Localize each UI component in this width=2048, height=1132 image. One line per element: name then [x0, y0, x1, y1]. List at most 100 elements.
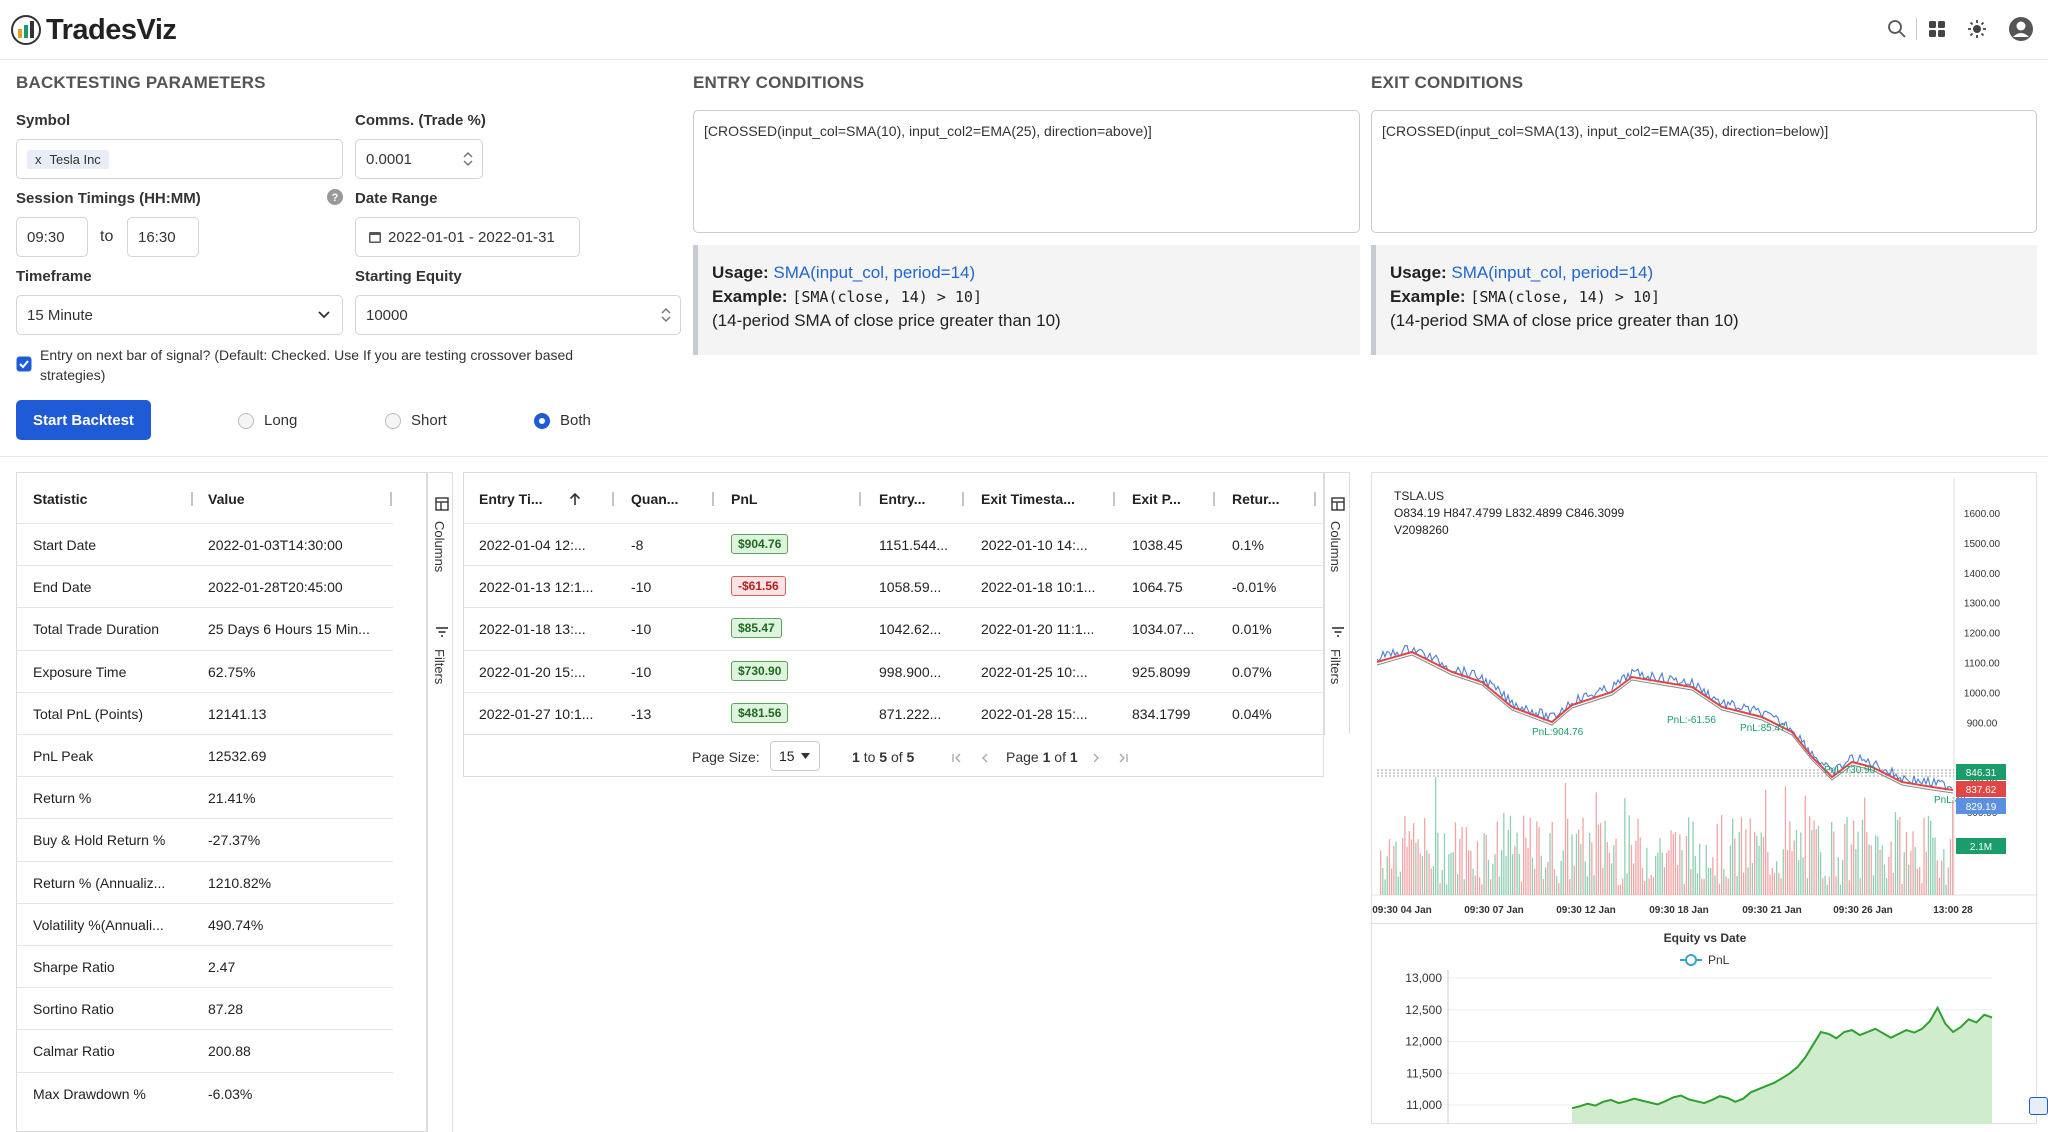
- user-avatar-icon[interactable]: [2006, 14, 2036, 44]
- volume-bar: [1846, 816, 1848, 895]
- trades-header-col-0[interactable]: Entry Ti...: [479, 491, 543, 507]
- col-resize-handle[interactable]: [1113, 492, 1115, 506]
- trade-cell-col-5: 1064.75: [1132, 579, 1183, 596]
- volume-bar: [1589, 832, 1591, 895]
- col-resize-handle[interactable]: [859, 492, 861, 506]
- timeframe-select[interactable]: 15 Minute: [16, 295, 343, 335]
- volume-bar: [1421, 856, 1424, 895]
- equity-input[interactable]: 10000: [355, 295, 681, 335]
- stats-row[interactable]: Total PnL (Points) 12141.13: [17, 691, 393, 734]
- stats-row[interactable]: Volatility %(Annuali... 490.74%: [17, 902, 393, 945]
- stats-header-statistic[interactable]: Statistic: [33, 491, 88, 507]
- entry-usage-link[interactable]: SMA(input_col, period=14): [773, 263, 976, 282]
- theme-sun-icon[interactable]: [1962, 14, 1992, 44]
- col-resize-handle[interactable]: [612, 492, 614, 506]
- stats-cell-statistic: PnL Peak: [33, 748, 94, 764]
- equity-chart[interactable]: Equity vs Date PnL 13,000 12,500 12,000 11,…: [1371, 924, 2037, 1124]
- col-resize-handle[interactable]: [712, 492, 714, 506]
- symbol-tag[interactable]: x Tesla Inc: [27, 149, 109, 169]
- stats-row[interactable]: Sortino Ratio 87.28: [17, 987, 393, 1029]
- stats-row[interactable]: End Date 2022-01-28T20:45:00: [17, 565, 393, 607]
- filter-icon[interactable]: [1331, 625, 1345, 639]
- comms-input[interactable]: 0.0001: [355, 139, 483, 179]
- stats-row[interactable]: Return % 21.41%: [17, 776, 393, 818]
- stats-row[interactable]: Buy & Hold Return % -27.37%: [17, 818, 393, 860]
- spinner-icon[interactable]: [660, 306, 672, 324]
- volume-bar: [1762, 836, 1765, 895]
- prev-page-icon[interactable]: [979, 752, 991, 764]
- entry-conditions-textarea[interactable]: [CROSSED(input_col=SMA(10), input_col2=E…: [693, 110, 1360, 233]
- session-start-input[interactable]: 09:30: [16, 217, 88, 257]
- trades-header-col-6[interactable]: Retur...: [1232, 491, 1280, 507]
- stats-row[interactable]: Exposure Time 62.75%: [17, 649, 393, 692]
- sort-ascending-icon[interactable]: [569, 492, 581, 506]
- trades-header-col-2[interactable]: PnL: [731, 491, 758, 507]
- columns-icon[interactable]: [435, 497, 449, 511]
- col-resize-handle[interactable]: [1213, 492, 1215, 506]
- trade-pnl-label: PnL:730.90: [1824, 765, 1876, 776]
- equity-y-tick: 12,500: [1405, 1003, 1442, 1017]
- stats-row[interactable]: Return % (Annualiz... 1210.82%: [17, 860, 393, 903]
- help-icon[interactable]: ?: [326, 188, 344, 206]
- stats-row[interactable]: Start Date 2022-01-03T14:30:00: [17, 523, 393, 565]
- session-end-input[interactable]: 16:30: [127, 217, 199, 257]
- radio-long[interactable]: Long: [238, 412, 297, 429]
- stats-row[interactable]: Total Trade Duration 25 Days 6 Hours 15 M…: [17, 607, 393, 649]
- first-page-icon[interactable]: [951, 752, 963, 764]
- exit-conditions-textarea[interactable]: [CROSSED(input_col=SMA(13), input_col2=E…: [1371, 110, 2037, 233]
- trade-row[interactable]: 2022-01-13 12:1... -10 -$61.56 1058.59... 20…: [464, 565, 1323, 607]
- app-logo[interactable]: TradesViz: [10, 12, 177, 48]
- equity-chart-canvas[interactable]: Equity vs Date PnL 13,000 12,500 12,000 11,…: [1372, 924, 2038, 1124]
- price-chart[interactable]: TSLA.US O834.19 H847.4799 L832.4899 C846…: [1371, 472, 2038, 925]
- volume-bar: [1428, 853, 1430, 895]
- volume-bar: [1738, 831, 1740, 895]
- trade-row[interactable]: 2022-01-18 13:... -10 $85.47 1042.62... 2022…: [464, 607, 1323, 649]
- page-size-select[interactable]: 15: [770, 741, 820, 771]
- ema-line: [1376, 650, 1954, 791]
- volume-bar: [1769, 874, 1771, 895]
- trades-header-col-3[interactable]: Entry...: [879, 491, 926, 507]
- volume-bar: [1782, 849, 1784, 895]
- stats-row[interactable]: Max Drawdown % -6.03%: [17, 1071, 393, 1114]
- trades-header-col-1[interactable]: Quan...: [631, 491, 679, 507]
- trades-header-col-4[interactable]: Exit Timesta...: [981, 491, 1075, 507]
- radio-both[interactable]: Both: [534, 412, 591, 429]
- search-icon[interactable]: [1882, 14, 1912, 44]
- volume-bar: [1571, 834, 1573, 895]
- spinner-icon[interactable]: [462, 150, 474, 168]
- stats-columns-tab[interactable]: Columns: [432, 521, 447, 573]
- symbol-tag-remove[interactable]: x: [35, 151, 42, 167]
- volume-bar: [1553, 869, 1556, 895]
- radio-short[interactable]: Short: [385, 412, 447, 429]
- price-chart-canvas[interactable]: TSLA.US O834.19 H847.4799 L832.4899 C846…: [1372, 473, 2038, 925]
- date-range-input[interactable]: 2022-01-01 - 2022-01-31: [355, 217, 580, 257]
- stats-row[interactable]: PnL Peak 12532.69: [17, 734, 393, 776]
- filter-icon[interactable]: [435, 625, 449, 639]
- last-page-icon[interactable]: [1117, 752, 1129, 764]
- entry-next-bar-checkbox[interactable]: [16, 356, 32, 372]
- col-resize-handle[interactable]: [962, 492, 964, 506]
- col-resize-handle[interactable]: [390, 492, 392, 506]
- trade-row[interactable]: 2022-01-04 12:... -8 $904.76 1151.544... 202…: [464, 523, 1323, 565]
- apps-grid-icon[interactable]: [1922, 14, 1952, 44]
- trades-header-col-5[interactable]: Exit P...: [1132, 491, 1181, 507]
- exit-usage-link[interactable]: SMA(input_col, period=14): [1451, 263, 1654, 282]
- volume-bar: [1382, 867, 1384, 895]
- trade-row[interactable]: 2022-01-20 15:... -10 $730.90 998.900... 202…: [464, 649, 1323, 692]
- equity-legend[interactable]: PnL: [1680, 953, 1730, 967]
- stats-row[interactable]: Sharpe Ratio 2.47: [17, 945, 393, 987]
- trades-columns-tab[interactable]: Columns: [1328, 521, 1343, 573]
- trade-row[interactable]: 2022-01-27 10:1... -13 $481.56 871.222... 20…: [464, 691, 1323, 734]
- col-resize-handle[interactable]: [191, 492, 193, 506]
- radio-short-label: Short: [411, 412, 447, 429]
- symbol-select[interactable]: x Tesla Inc: [16, 139, 343, 179]
- chat-widget-icon[interactable]: [2029, 1097, 2048, 1115]
- next-page-icon[interactable]: [1090, 752, 1102, 764]
- stats-row[interactable]: Calmar Ratio 200.88: [17, 1029, 393, 1071]
- col-resize-handle[interactable]: [1314, 492, 1316, 506]
- stats-header-value[interactable]: Value: [208, 491, 245, 507]
- start-backtest-button[interactable]: Start Backtest: [16, 400, 151, 440]
- columns-icon[interactable]: [1331, 497, 1345, 511]
- trades-filters-tab[interactable]: Filters: [1328, 649, 1343, 685]
- stats-filters-tab[interactable]: Filters: [432, 649, 447, 685]
